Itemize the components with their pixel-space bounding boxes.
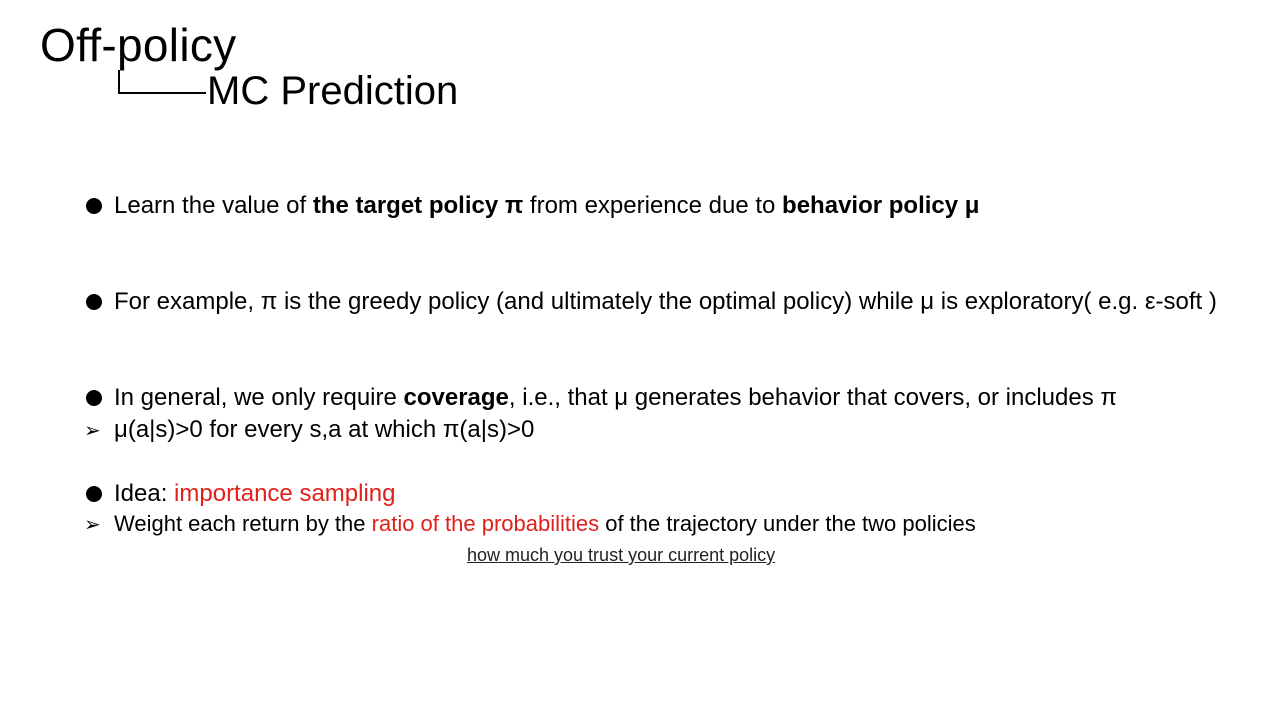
bullet-item-4: Idea: importance sampling — [84, 478, 1240, 511]
bullet-4-red-importance-sampling: importance sampling — [174, 480, 396, 507]
bullet-3-text-a: In general, we only require — [114, 384, 404, 411]
bullet-text-2: For example, π is the greedy policy (and… — [114, 288, 1217, 315]
bullet-item-3: In general, we only require coverage, i.… — [84, 382, 1240, 415]
arrowhead-icon: ➢ — [84, 514, 101, 536]
sub-bullet-item-4: ➢ Weight each return by the ratio of the… — [84, 508, 1240, 541]
bullet-1-bold-target: the target policy π — [312, 192, 524, 219]
bullet-3-text-b: , i.e., that μ generates behavior that c… — [508, 384, 1117, 411]
bullet-icon — [84, 382, 114, 415]
bullet-4-text-a: Idea: — [114, 480, 175, 507]
annotation-note: how much you trust your current policy — [467, 545, 776, 565]
bullet-1-bold-behavior: behavior policy μ — [782, 192, 980, 219]
bullet-item-1: Learn the value of the target policy π f… — [84, 190, 1240, 223]
sub-bullet-4-text-b: of the trajectory under the two policies — [599, 511, 976, 536]
bullet-1-text-a: Learn the value of — [114, 192, 313, 219]
sub-bullet-4-text-a: Weight each return by the — [114, 511, 372, 536]
slide-title: Off-policy — [40, 19, 237, 71]
sub-bullet-item-3: ➢ μ(a|s)>0 for every s,a at which π(a|s)… — [84, 414, 1240, 447]
bullet-icon — [84, 286, 114, 319]
sub-bullet-text-3: μ(a|s)>0 for every s,a at which π(a|s)>0 — [114, 416, 535, 443]
bullet-item-2: For example, π is the greedy policy (and… — [84, 286, 1230, 319]
bullet-text-4: Idea: importance sampling — [114, 478, 1240, 510]
bullet-icon — [84, 478, 114, 511]
bullet-3-bold-coverage: coverage — [403, 384, 509, 411]
bullet-text-1: Learn the value of the target policy π f… — [114, 190, 1240, 222]
arrowhead-icon: ➢ — [84, 420, 101, 442]
bullet-text-3: In general, we only require coverage, i.… — [114, 382, 1240, 414]
tree-connector-icon — [118, 70, 206, 94]
slide-subtitle: MC Prediction — [207, 69, 459, 113]
bullet-1-text-b: from experience due to — [523, 192, 783, 219]
sub-bullet-4-red-ratio: ratio of the probabilities — [371, 511, 600, 536]
sub-bullet-text-4: Weight each return by the ratio of the p… — [114, 508, 1240, 540]
bullet-icon — [84, 190, 114, 223]
